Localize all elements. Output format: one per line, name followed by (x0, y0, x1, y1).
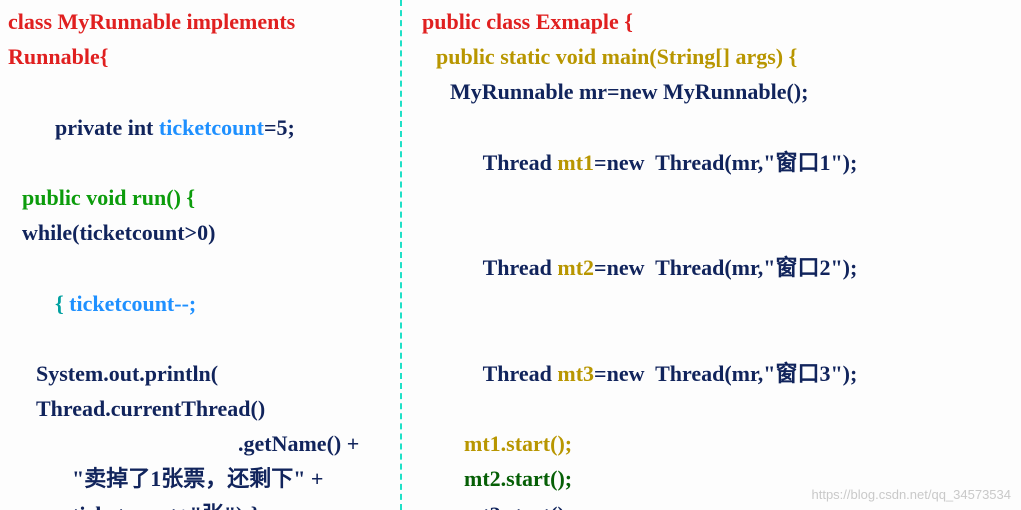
code-token: =new Thread(mr,"窗口2"); (594, 255, 857, 280)
watermark-text: https://blog.csdn.net/qq_34573534 (812, 487, 1012, 502)
code-line: mt1.start(); (422, 426, 1013, 461)
code-token: =new Thread(mr,"窗口1"); (594, 150, 857, 175)
code-token: ticketcount--; (69, 291, 196, 316)
code-token: Thread (483, 361, 558, 386)
code-line: Thread mt3=new Thread(mr,"窗口3"); (422, 321, 1013, 427)
left-code-panel: class MyRunnable implements Runnable{ pr… (0, 0, 400, 510)
code-line: ticketcount+"张");} (8, 497, 392, 510)
code-token: mt3 (557, 361, 594, 386)
code-line: public static void main(String[] args) { (422, 39, 1013, 74)
code-line: Thread mt1=new Thread(mr,"窗口1"); (422, 110, 1013, 216)
code-line: { ticketcount--; (8, 250, 392, 356)
code-line: Thread.currentThread() (8, 391, 392, 426)
code-line: System.out.println( (8, 356, 392, 391)
right-code-panel: public class Exmaple { public static voi… (402, 0, 1021, 510)
code-snippet-container: class MyRunnable implements Runnable{ pr… (0, 0, 1021, 510)
code-line: Thread mt2=new Thread(mr,"窗口2"); (422, 215, 1013, 321)
code-token: mt2 (557, 255, 594, 280)
code-token: private int (55, 115, 159, 140)
code-token: Thread (483, 255, 558, 280)
code-line: public void run() { (8, 180, 392, 215)
code-line: while(ticketcount>0) (8, 215, 392, 250)
code-token: Thread (483, 150, 558, 175)
code-line: MyRunnable mr=new MyRunnable(); (422, 74, 1013, 109)
code-line: class MyRunnable implements (8, 4, 392, 39)
code-token: ticketcount (159, 115, 264, 140)
code-token: =new Thread(mr,"窗口3"); (594, 361, 857, 386)
code-line: public class Exmaple { (422, 4, 1013, 39)
code-token: =5; (264, 115, 295, 140)
code-line: private int ticketcount=5; (8, 74, 392, 180)
code-token: mt1 (557, 150, 594, 175)
code-token: { (55, 291, 69, 316)
code-line: .getName() + (8, 426, 392, 461)
code-line: "卖掉了1张票，还剩下" + (8, 461, 392, 496)
code-line: Runnable{ (8, 39, 392, 74)
